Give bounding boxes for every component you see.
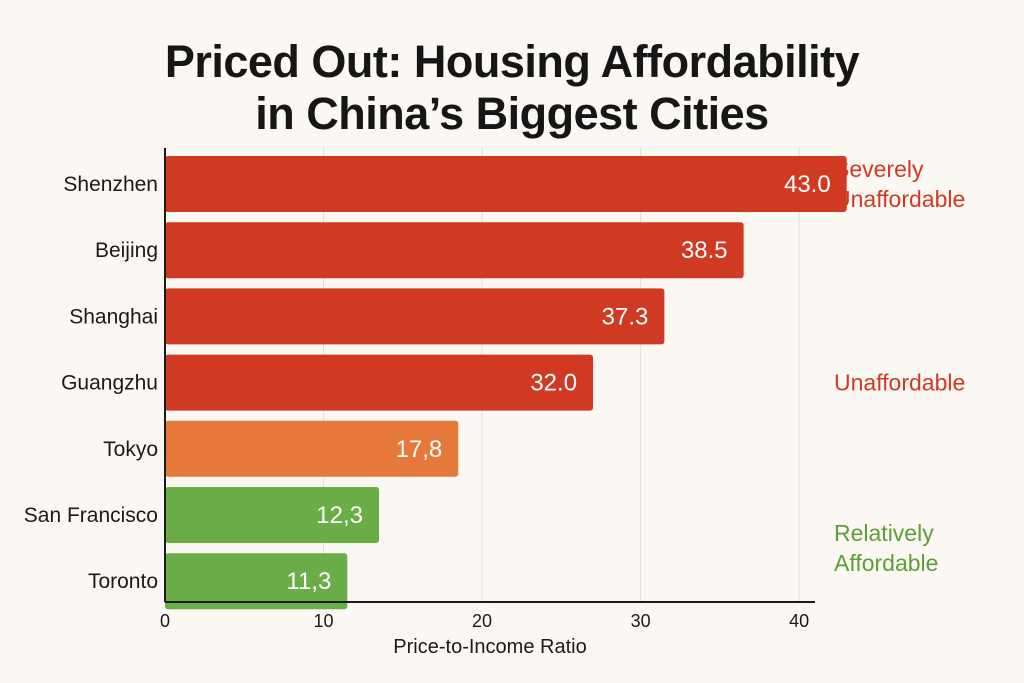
x-tick-label-4: 40	[789, 611, 809, 631]
bar-value-label-5: 12,3	[316, 502, 363, 529]
bar-6	[165, 553, 348, 610]
chart-title-line-2: in China’s Biggest Cities	[255, 88, 769, 139]
bar-5	[165, 487, 380, 543]
category-label-1: Beijing	[95, 239, 158, 262]
annotation-2-line-1: Affordable	[834, 550, 938, 576]
x-tick-label-2: 20	[472, 611, 492, 631]
bar-value-label-0: 43.0	[784, 171, 831, 198]
category-label-2: Shanghai	[69, 305, 158, 328]
category-label-5: San Francisco	[24, 504, 158, 527]
chart-title-line-1: Priced Out: Housing Affordability	[164, 36, 860, 87]
bar-3	[165, 354, 594, 411]
bar-0	[165, 156, 847, 212]
annotation-0-line-0: Severely	[834, 156, 924, 182]
annotation-2-line-0: Relatively	[834, 520, 934, 546]
chart-title: Priced Out: Housing Affordability in Chi…	[0, 36, 1024, 140]
annotation-1-line-0: Unaffordable	[834, 370, 965, 396]
bar-value-label-6: 11,3	[286, 568, 331, 595]
category-label-3: Guangzhu	[61, 372, 158, 395]
bar-2	[165, 288, 665, 345]
x-tick-label-0: 0	[160, 611, 170, 631]
category-label-6: Toronto	[88, 570, 158, 593]
bar-value-label-1: 38.5	[681, 237, 728, 264]
x-tick-label-3: 30	[631, 611, 651, 631]
bar-value-label-2: 37.3	[602, 303, 649, 330]
bar-value-label-4: 17,8	[396, 436, 443, 463]
x-axis-title: Price-to-Income Ratio	[393, 636, 586, 658]
bar-1	[165, 222, 744, 279]
bar-value-label-3: 32.0	[530, 370, 577, 397]
category-label-4: Tokyo	[103, 438, 158, 461]
category-label-0: Shenzhen	[63, 173, 158, 196]
x-tick-label-1: 10	[314, 611, 334, 631]
annotation-0-line-1: Unaffordable	[834, 186, 965, 212]
bar-4	[165, 420, 459, 477]
